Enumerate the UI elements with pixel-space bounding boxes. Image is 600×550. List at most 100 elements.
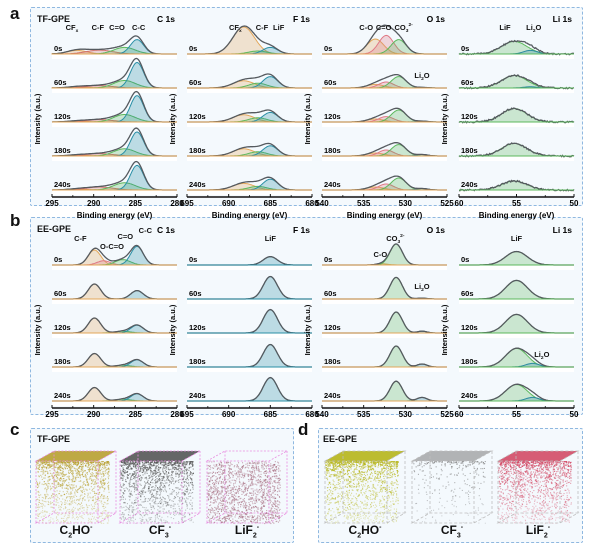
ion-point <box>71 496 73 498</box>
ion-point <box>234 509 236 511</box>
ion-point <box>218 518 220 520</box>
ion-point <box>210 512 212 514</box>
ion-point <box>168 504 170 506</box>
ion-point <box>262 493 264 495</box>
ion-point <box>276 466 278 468</box>
ion-point <box>361 510 363 512</box>
ion-point <box>92 466 94 468</box>
ion-point <box>70 501 72 503</box>
ion-point <box>129 514 131 516</box>
ion-point <box>257 467 259 469</box>
ion-point <box>264 472 266 474</box>
ion-point <box>131 501 133 503</box>
ion-point <box>148 488 150 490</box>
ion-point <box>148 477 150 479</box>
ion-point <box>61 467 63 469</box>
ion-point <box>50 495 52 497</box>
ion-point <box>381 470 383 472</box>
ion-point <box>42 512 44 514</box>
ion-point <box>354 473 356 475</box>
ion-point <box>62 473 64 475</box>
ion-point <box>349 481 351 483</box>
ion-point <box>278 470 280 472</box>
ion-point <box>48 462 50 464</box>
ion-point <box>42 462 44 464</box>
y-axis-label: Intensity (a.u.) <box>440 93 449 144</box>
ion-point <box>248 502 250 504</box>
ion-point <box>172 468 174 470</box>
ion-point <box>188 496 190 498</box>
ion-point <box>262 500 264 502</box>
ion-point <box>73 461 75 463</box>
ion-point <box>263 492 265 494</box>
ion-point <box>208 517 210 519</box>
ion-point <box>102 472 104 474</box>
ion-point <box>94 469 96 471</box>
ion-point <box>36 510 38 512</box>
ion-point <box>155 518 157 520</box>
ion-point <box>103 482 105 484</box>
ion-point <box>336 501 338 503</box>
ion-point <box>243 513 245 515</box>
ion-point <box>155 473 157 475</box>
ion-point <box>107 461 109 463</box>
ion-point <box>95 462 97 464</box>
ion-point <box>42 520 44 522</box>
ion-point <box>346 516 348 518</box>
ion-point <box>164 521 166 523</box>
trace-band <box>459 88 574 93</box>
x-tick-label: 680 <box>305 410 319 419</box>
x-axis-label: Binding energy (eV) <box>212 211 288 220</box>
ion-point <box>223 521 225 523</box>
ion-point <box>44 493 46 495</box>
trace-band <box>187 122 312 127</box>
ion-point <box>215 476 217 478</box>
ion-point <box>392 463 394 465</box>
ion-point <box>150 481 152 483</box>
ion-point <box>172 489 174 491</box>
ion-point <box>237 492 239 494</box>
ion-point <box>102 484 104 486</box>
ion-point <box>226 517 228 519</box>
ion-point <box>139 496 141 498</box>
ion-point <box>238 521 240 523</box>
ion-point <box>156 515 158 517</box>
ion-point <box>235 486 237 488</box>
ion-point <box>125 463 127 465</box>
ion-point <box>208 509 210 511</box>
ion-point <box>272 503 274 505</box>
ion-point <box>233 500 235 502</box>
ion-point <box>80 494 82 496</box>
ion-point <box>232 476 234 478</box>
ion-point <box>128 519 130 521</box>
ion-point <box>340 488 342 490</box>
ion-point <box>83 521 85 523</box>
ion-point <box>213 502 215 504</box>
ion-point <box>352 501 354 503</box>
ion-point <box>348 467 350 469</box>
ion-point <box>100 478 102 480</box>
ion-point <box>258 476 260 478</box>
ion-point <box>98 486 100 488</box>
ion-point <box>77 463 79 465</box>
ion-point <box>337 496 339 498</box>
ion-point <box>243 500 245 502</box>
ion-point <box>231 501 233 503</box>
ion-point <box>145 518 147 520</box>
ion-point <box>72 472 74 474</box>
ion-point <box>225 465 227 467</box>
ion-point <box>157 474 159 476</box>
ion-point <box>54 484 56 486</box>
ion-point <box>154 521 156 523</box>
ion-point <box>220 500 222 502</box>
ion-point <box>69 493 71 495</box>
ion-point <box>268 514 270 516</box>
ion-point <box>106 522 108 524</box>
ion-point <box>64 493 66 495</box>
ion-point <box>108 463 110 465</box>
peak-label-2: C=O <box>118 232 134 241</box>
ion-point <box>125 463 127 465</box>
ion-point <box>243 520 245 522</box>
ion-point <box>146 467 148 469</box>
